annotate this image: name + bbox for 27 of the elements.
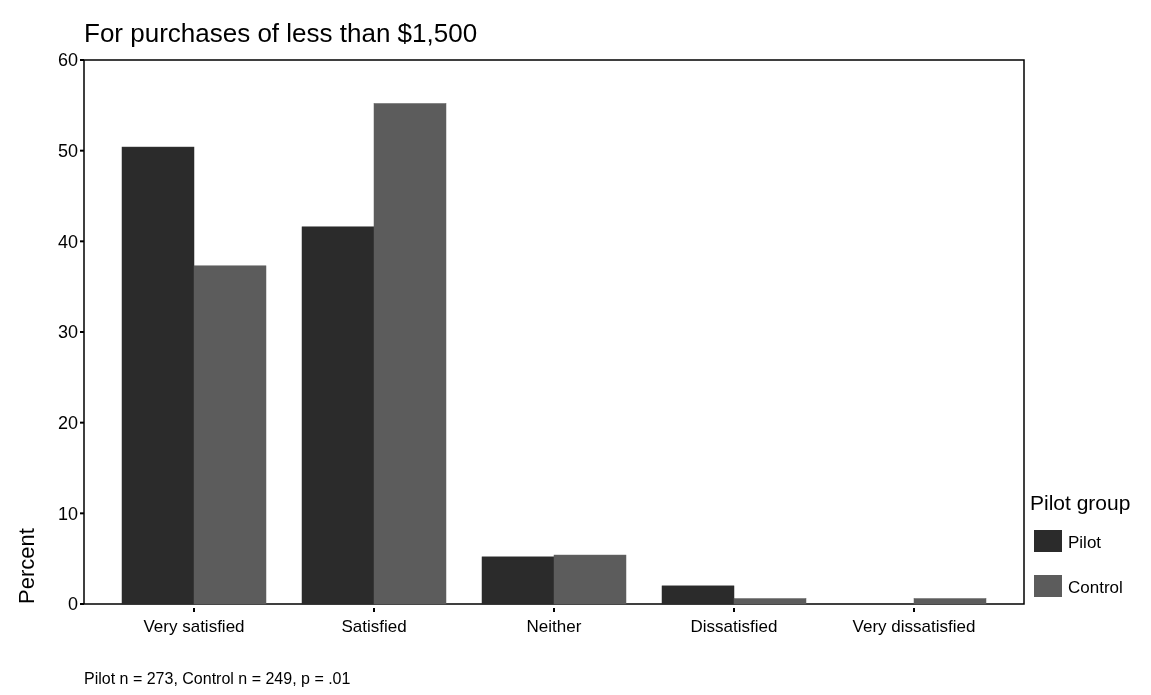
bar: [301, 226, 375, 605]
y-tick-label: 30: [57, 322, 78, 343]
bar: [121, 146, 195, 605]
x-tick-label: Dissatisfied: [690, 617, 778, 636]
bar: [481, 556, 555, 605]
x-tick-label: Satisfied: [341, 617, 407, 636]
y-tick-label: 0: [67, 594, 78, 615]
bar: [193, 265, 267, 605]
bar: [661, 585, 735, 605]
y-tick-label: 20: [57, 412, 78, 433]
y-axis-title: Percent: [14, 528, 39, 604]
text: Pilot n = 273, Control n = 249, p = .01: [84, 670, 351, 687]
legend-label: Pilot: [1068, 533, 1102, 552]
x-tick-label: Very satisfied: [143, 617, 245, 636]
chart-title: For purchases of less than $1,500: [84, 18, 478, 48]
y-tick-label: 60: [57, 50, 78, 71]
bar: [733, 598, 807, 605]
bar: [553, 554, 627, 605]
y-tick-label: 40: [57, 231, 78, 252]
bar: [913, 598, 987, 605]
y-tick-label: 50: [57, 140, 78, 161]
x-tick-label: Neither: [526, 617, 582, 636]
x-tick-label: Very dissatisfied: [852, 617, 976, 636]
legend-title: Pilot group: [1030, 491, 1131, 514]
y-tick-label: 10: [57, 503, 78, 524]
legend-label: Control: [1068, 578, 1123, 597]
bar: [373, 103, 447, 605]
